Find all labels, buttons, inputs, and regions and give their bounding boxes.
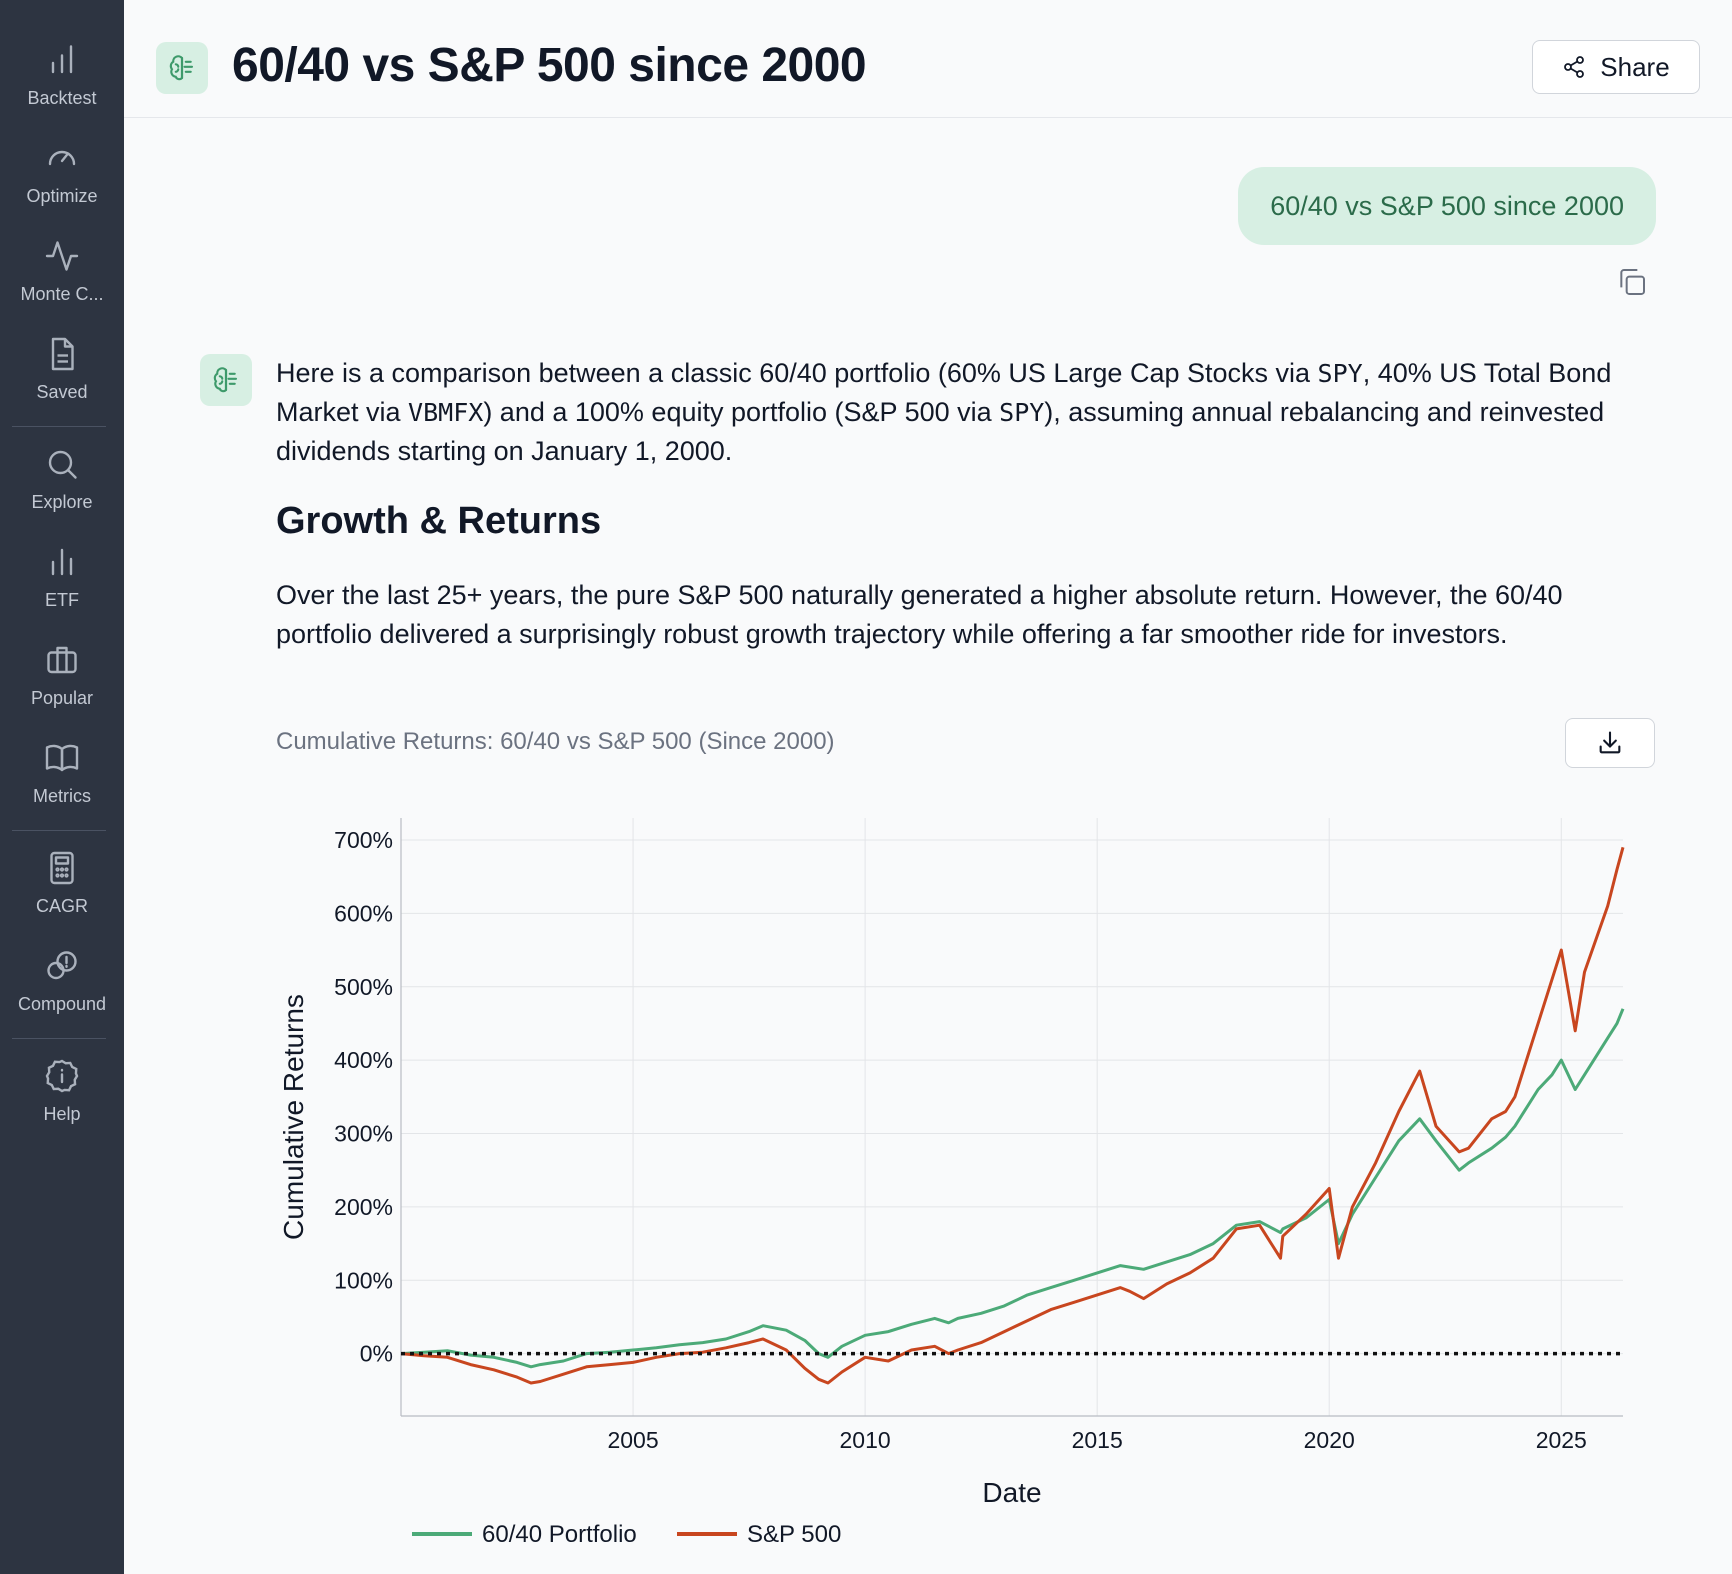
sidebar-item-explore[interactable]: Explore: [0, 446, 124, 536]
x-axis-title: Date: [982, 1477, 1041, 1508]
plot-area: [401, 818, 1623, 1416]
assistant-paragraph: Over the last 25+ years, the pure S&P 50…: [276, 580, 1563, 649]
x-tick-label: 2020: [1304, 1427, 1355, 1453]
y-tick-label: 400%: [334, 1047, 393, 1073]
intro-text: , 40% US Total Bond Market via: [276, 358, 1612, 427]
sidebar-item-label: Popular: [30, 688, 94, 708]
sidebar-item-label: Optimize: [26, 186, 98, 206]
y-axis-title: Cumulative Returns: [278, 994, 309, 1240]
ticker-code: VBMFX: [408, 398, 484, 427]
share-button[interactable]: Share: [1532, 40, 1700, 94]
sidebar-item-optimize[interactable]: Optimize: [0, 140, 124, 230]
assistant-intro-paragraph: Here is a comparison between a classic 6…: [276, 354, 1616, 471]
sidebar-item-cagr[interactable]: CAGR: [0, 850, 124, 940]
sidebar-item-help[interactable]: Help: [0, 1058, 124, 1148]
y-tick-label: 0%: [360, 1341, 393, 1367]
legend-label: S&P 500: [747, 1521, 841, 1548]
gauge-icon: [48, 150, 76, 166]
brain-icon: [213, 367, 238, 393]
sidebar-divider: [12, 426, 106, 427]
y-tick-label: 300%: [334, 1121, 393, 1147]
search-icon: [48, 450, 77, 479]
sidebar-item-monte-carlo[interactable]: Monte C...: [0, 238, 124, 328]
bar-chart-icon: [51, 548, 73, 576]
coins-icon: [47, 951, 77, 980]
x-tick-label: 2005: [607, 1427, 658, 1453]
sidebar-item-compound[interactable]: Compound: [0, 948, 124, 1038]
copy-icon: [1620, 269, 1645, 295]
sidebar-item-label: Explore: [31, 492, 93, 512]
pulse-icon: [45, 241, 79, 271]
app-logo: [156, 42, 208, 94]
share-icon: [1564, 56, 1585, 78]
chart-caption: Cumulative Returns: 60/40 vs S&P 500 (Si…: [276, 728, 835, 755]
y-tick-label: 100%: [334, 1267, 393, 1293]
y-tick-label: 500%: [334, 974, 393, 1000]
download-chart-button[interactable]: [1565, 718, 1655, 768]
sidebar-item-etf[interactable]: ETF: [0, 544, 124, 634]
intro-text: Here is a comparison between a classic 6…: [276, 358, 1318, 388]
sidebar-divider: [12, 1038, 106, 1039]
briefcase-icon: [47, 646, 77, 674]
legend-label: 60/40 Portfolio: [482, 1521, 637, 1548]
sidebar-item-label: Help: [43, 1104, 81, 1124]
share-label: Share: [1600, 51, 1670, 82]
section-heading: Growth & Returns: [276, 500, 602, 542]
calculator-icon: [50, 851, 74, 885]
sidebar-item-label: Metrics: [33, 786, 91, 806]
y-tick-label: 700%: [334, 827, 393, 853]
intro-text: ) and a 100% equity portfolio (S&P 500 v…: [483, 397, 1000, 427]
copy-button[interactable]: [1616, 266, 1648, 298]
sidebar-item-label: Monte C...: [20, 284, 104, 304]
cumulative-returns-chart: 0% 100% 200% 300% 400% 500% 600% 700% 2005 2010 20…: [278, 818, 1625, 1548]
ticker-code: SPY: [999, 398, 1045, 427]
sidebar-divider: [12, 830, 106, 831]
info-icon: [45, 1059, 79, 1093]
sidebar-item-metrics[interactable]: Metrics: [0, 740, 124, 830]
sidebar-item-popular[interactable]: Popular: [0, 642, 124, 732]
page-title: 60/40 vs S&P 500 since 2000: [232, 39, 867, 92]
series-line-60-40: [400, 1008, 1625, 1369]
y-tick-label: 600%: [334, 900, 393, 926]
user-message-bubble: 60/40 vs S&P 500 since 2000: [1238, 167, 1656, 245]
document-icon: [51, 337, 74, 371]
x-tick-label: 2015: [1072, 1427, 1123, 1453]
sidebar: Backtest Optimize Monte C... Saved Explo…: [0, 0, 124, 1574]
assistant-avatar: [200, 354, 252, 406]
sidebar-item-label: Backtest: [27, 88, 97, 108]
header: 60/40 vs S&P 500 since 2000 Share: [124, 0, 1732, 118]
x-tick-label: 2025: [1536, 1427, 1587, 1453]
user-message-text: 60/40 vs S&P 500 since 2000: [1270, 190, 1624, 221]
sidebar-item-label: ETF: [45, 590, 79, 610]
y-tick-label: 200%: [334, 1194, 393, 1220]
download-icon: [1599, 731, 1621, 754]
sidebar-item-label: Compound: [17, 994, 107, 1014]
x-tick-label: 2010: [840, 1427, 891, 1453]
sidebar-item-saved[interactable]: Saved: [0, 336, 124, 426]
sidebar-item-label: CAGR: [35, 896, 88, 916]
series-line-sp500: [400, 846, 1625, 1385]
book-icon: [45, 744, 79, 772]
brain-icon: [169, 55, 194, 81]
sidebar-item-label: Saved: [36, 382, 88, 402]
sidebar-item-backtest[interactable]: Backtest: [0, 42, 124, 132]
intro-text: ), assuming annual rebalancing and reinv…: [276, 397, 1605, 466]
ticker-code: SPY: [1317, 359, 1363, 388]
bar-chart-icon: [51, 45, 73, 74]
